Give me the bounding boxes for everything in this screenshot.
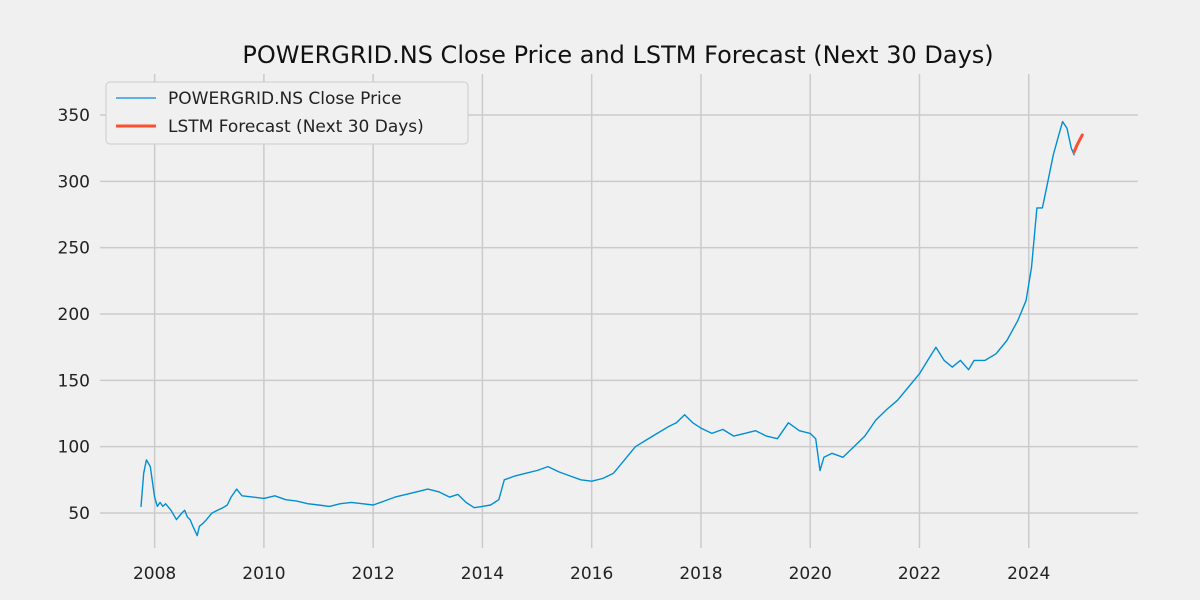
- x-tick-label: 2016: [570, 564, 613, 584]
- legend-box: [105, 81, 469, 145]
- series-layer: [140, 120, 1084, 537]
- y-tick-label: 300: [58, 172, 90, 192]
- y-tick-label: 150: [58, 371, 90, 391]
- x-tick-label: 2020: [789, 564, 832, 584]
- y-tick-label: 50: [68, 504, 90, 524]
- x-tick-label: 2018: [679, 564, 722, 584]
- y-tick-label: 100: [58, 438, 90, 458]
- x-tick-label: 2010: [242, 564, 285, 584]
- series-line-close-price: [140, 120, 1075, 537]
- x-tick-label: 2014: [461, 564, 504, 584]
- chart-title: POWERGRID.NS Close Price and LSTM Foreca…: [242, 41, 993, 69]
- y-axis-ticks: 50 100 150 200 250 300 350: [58, 106, 90, 524]
- x-tick-label: 2008: [133, 564, 176, 584]
- y-tick-label: 250: [58, 239, 90, 259]
- x-tick-label: 2022: [898, 564, 941, 584]
- legend: POWERGRID.NS Close Price LSTM Forecast (…: [105, 81, 469, 145]
- x-tick-label: 2012: [352, 564, 395, 584]
- x-tick-label: 2024: [1007, 564, 1050, 584]
- series-line-lstm-forecast: [1072, 133, 1084, 154]
- y-tick-label: 350: [58, 106, 90, 126]
- legend-label-close-price: POWERGRID.NS Close Price: [168, 89, 402, 109]
- legend-label-lstm-forecast: LSTM Forecast (Next 30 Days): [168, 117, 424, 137]
- x-axis-ticks: 2008 2010 2012 2014 2016 2018 2020 2022 2024: [133, 564, 1050, 584]
- grid: [100, 74, 1138, 548]
- y-tick-label: 200: [58, 305, 90, 325]
